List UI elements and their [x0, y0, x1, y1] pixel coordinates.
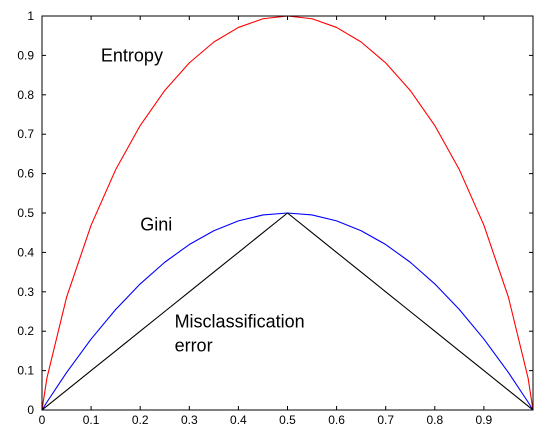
annotation-layer: Entropy Gini Misclassification error — [101, 45, 305, 355]
annotation-line: Misclassification — [175, 311, 305, 331]
x-tick-label: 0.7 — [377, 413, 394, 427]
y-tick-label: 0.9 — [17, 48, 34, 62]
misclassification-error-line — [41, 212, 534, 411]
annotation-line: error — [175, 335, 213, 355]
x-tick-label: 0.4 — [230, 413, 247, 427]
y-tick-label: 0.6 — [17, 167, 34, 181]
y-tick-label: 0.7 — [17, 127, 34, 141]
y-tick-label: 0.1 — [17, 364, 34, 378]
x-tick-label: 0.2 — [132, 413, 149, 427]
x-tick-label: 0.8 — [426, 413, 443, 427]
y-tick-label: 0 — [27, 403, 34, 417]
axis-layer: 0 0.1 0.2 0.3 0.4 0.5 0.6 0.7 0.8 0.9 0 0.1 0.2 0.3 0.… — [17, 9, 533, 427]
y-tick-label: 0.5 — [17, 206, 34, 220]
x-tick-label: 0.6 — [328, 413, 345, 427]
y-tick-label: 0.3 — [17, 285, 34, 299]
annotation-label: Misclassification error — [175, 311, 305, 355]
x-tick-label: 0.3 — [181, 413, 198, 427]
y-tick-label: 0.8 — [17, 88, 34, 102]
annotation-label: Entropy — [101, 45, 163, 65]
y-tick-label: 1 — [27, 9, 34, 23]
x-tick-label: 0.5 — [279, 413, 296, 427]
y-tick-label: 0.4 — [17, 245, 34, 259]
x-tick-label: 0 — [39, 413, 46, 427]
x-tick-label: 0.1 — [83, 413, 100, 427]
x-tick-label: 0.9 — [476, 413, 493, 427]
annotation-label: Gini — [140, 215, 172, 235]
y-tick-label: 0.2 — [17, 324, 34, 338]
